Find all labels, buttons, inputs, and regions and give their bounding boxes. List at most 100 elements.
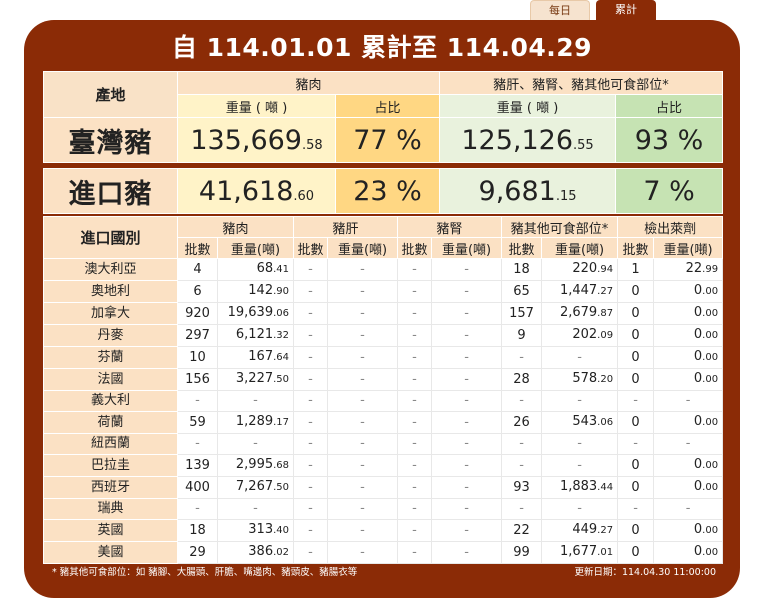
weight-cell: 543.06 (541, 411, 619, 434)
batch-count-cell: - (177, 433, 218, 455)
batch-count-cell: 18 (177, 519, 218, 542)
imported-row: 進口豬 41,618.60 23 % 9,681.15 7 % (43, 168, 724, 214)
weight-cell: - (541, 346, 619, 369)
weight-cell: - (216, 390, 295, 412)
imported-pork-weight: 41,618.60 (177, 168, 336, 214)
batch-count-cell: - (397, 519, 433, 542)
batch-count-cell: 18 (501, 258, 543, 281)
group-header-liver: 豬肝 (293, 216, 399, 238)
batch-count-cell: - (397, 454, 433, 477)
batch-count-cell: - (397, 411, 433, 434)
batch-count-cell: - (293, 519, 329, 542)
group-header-ractopamine: 檢出萊劑 (617, 216, 724, 238)
taiwan-row: 臺灣豬 135,669.58 77 % 125,126.55 93 % (43, 117, 724, 163)
batch-count-cell: 0 (617, 346, 655, 369)
batch-count-cell: 0 (617, 280, 655, 303)
weight-cell: - (431, 258, 503, 281)
weight-cell: 0.00 (653, 411, 724, 434)
weight-cell: - (431, 302, 503, 325)
batch-count-header: 批數 (617, 237, 655, 259)
batch-count-cell: - (617, 390, 655, 412)
weight-cell: - (216, 433, 295, 455)
batch-count-cell: - (293, 541, 329, 564)
weight-cell: 167.64 (216, 346, 295, 369)
weight-tons-header: 重量(噸) (327, 237, 399, 259)
weight-cell: - (541, 433, 619, 455)
weight-cell: - (327, 390, 399, 412)
batch-count-cell: 59 (177, 411, 218, 434)
group-header-kidney: 豬腎 (397, 216, 503, 238)
batch-count-cell: 0 (617, 368, 655, 391)
batch-count-cell: - (397, 433, 433, 455)
table-row: 巴拉圭 139 2,995.68- - - - - -0 0.00 (43, 454, 724, 477)
batch-count-cell: - (501, 390, 543, 412)
weight-cell: 142.90 (216, 280, 295, 303)
pork-weight-header: 重量 ( 噸 ) (177, 94, 336, 118)
country-name: 奧地利 (43, 280, 178, 303)
batch-count-cell: 139 (177, 454, 218, 477)
batch-count-cell: - (293, 368, 329, 391)
weight-cell: 0.00 (653, 454, 724, 477)
batch-count-cell: - (397, 476, 433, 499)
weight-cell: - (431, 454, 503, 477)
pork-header: 豬肉 (176, 71, 441, 95)
weight-cell: - (327, 302, 399, 325)
weight-cell: - (653, 390, 724, 412)
weight-cell: - (431, 324, 503, 347)
batch-count-cell: 0 (617, 324, 655, 347)
weight-cell: - (327, 346, 399, 369)
country-name: 紐西蘭 (43, 433, 178, 455)
batch-count-cell: 400 (177, 476, 218, 499)
weight-cell: - (431, 519, 503, 542)
weight-cell: - (327, 368, 399, 391)
weight-cell: - (431, 541, 503, 564)
summary-table: 產地 豬肉 豬肝、豬腎、豬其他可食部位* 重量 ( 噸 ) 占比 重量 ( 噸 … (43, 71, 724, 214)
weight-tons-header: 重量(噸) (216, 237, 295, 259)
weight-cell: - (216, 498, 295, 520)
tab-total[interactable]: 累計 (596, 0, 656, 22)
batch-count-cell: 157 (501, 302, 543, 325)
weight-cell: - (431, 411, 503, 434)
weight-tons-header: 重量(噸) (653, 237, 724, 259)
tab-daily[interactable]: 每日 (530, 0, 590, 22)
weight-cell: - (327, 280, 399, 303)
batch-count-cell: - (397, 390, 433, 412)
weight-cell: 1,677.01 (541, 541, 619, 564)
batch-count-header: 批數 (293, 237, 329, 259)
batch-count-cell: - (293, 346, 329, 369)
batch-count-cell: 0 (617, 476, 655, 499)
batch-count-cell: - (397, 302, 433, 325)
country-name: 澳大利亞 (43, 258, 178, 281)
weight-cell: - (541, 390, 619, 412)
weight-cell: 0.00 (653, 519, 724, 542)
table-row: 義大利 - - - - - - - - - - (43, 390, 724, 412)
weight-cell: 0.00 (653, 324, 724, 347)
batch-count-cell: 9 (501, 324, 543, 347)
weight-cell: 2,679.87 (541, 302, 619, 325)
origin-header: 產地 (43, 71, 178, 118)
country-name: 法國 (43, 368, 178, 391)
country-name: 加拿大 (43, 302, 178, 325)
batch-count-cell: - (293, 454, 329, 477)
batch-count-cell: - (293, 302, 329, 325)
country-detail-table: 進口國別 豬肉 豬肝 豬腎 豬其他可食部位* 檢出萊劑 批數 重量(噸) 批數 重量(… (43, 216, 724, 564)
weight-cell: 449.27 (541, 519, 619, 542)
weight-cell: 578.20 (541, 368, 619, 391)
batch-count-cell: - (397, 498, 433, 520)
batch-count-cell: 0 (617, 411, 655, 434)
country-name: 巴拉圭 (43, 454, 178, 477)
batch-count-cell: 6 (177, 280, 218, 303)
table-row: 西班牙 400 7,267.50- - - -93 1,883.44 0 0.00 (43, 476, 724, 499)
imported-offal-weight: 9,681.15 (439, 168, 617, 214)
batch-count-cell: 65 (501, 280, 543, 303)
taiwan-label: 臺灣豬 (43, 117, 178, 163)
weight-cell: - (431, 433, 503, 455)
batch-count-cell: - (293, 498, 329, 520)
batch-count-cell: - (397, 324, 433, 347)
weight-cell: - (653, 433, 724, 455)
taiwan-pork-share: 77 % (334, 117, 441, 163)
country-name: 英國 (43, 519, 178, 542)
weight-cell: 313.40 (216, 519, 295, 542)
batch-count-cell: - (501, 498, 543, 520)
batch-count-cell: - (397, 258, 433, 281)
